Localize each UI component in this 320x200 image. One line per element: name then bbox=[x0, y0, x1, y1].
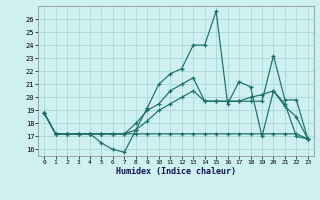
X-axis label: Humidex (Indice chaleur): Humidex (Indice chaleur) bbox=[116, 167, 236, 176]
